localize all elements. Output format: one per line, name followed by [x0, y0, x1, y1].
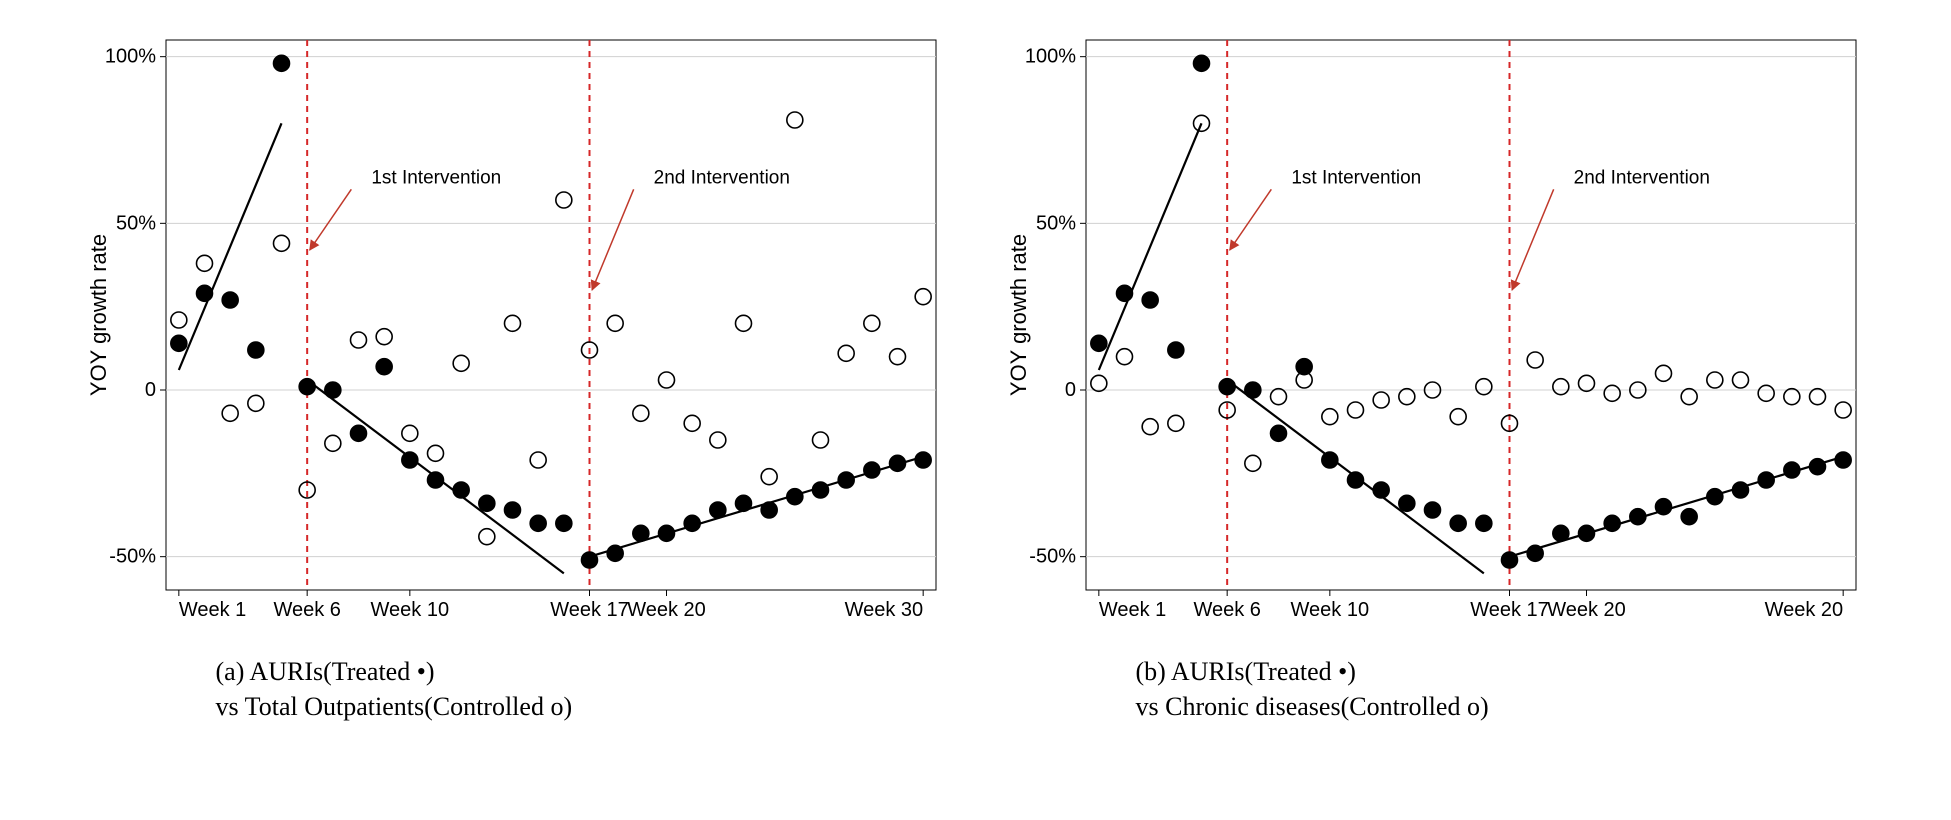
point-treated	[1244, 382, 1260, 398]
point-treated	[1270, 425, 1286, 441]
y-tick-label: 50%	[1035, 212, 1075, 234]
point-treated	[453, 482, 469, 498]
point-treated	[247, 342, 263, 358]
point-treated	[427, 472, 443, 488]
point-treated	[555, 515, 571, 531]
point-treated	[632, 525, 648, 541]
x-tick-label: Week 10	[1290, 599, 1369, 621]
point-treated	[1167, 342, 1183, 358]
panel-caption-a: (a) AURIs(Treated •) vs Total Outpatient…	[216, 654, 573, 724]
x-tick-label: Week 10	[370, 599, 449, 621]
point-treated	[1398, 495, 1414, 511]
y-tick-label: 100%	[1024, 46, 1075, 68]
point-treated	[889, 455, 905, 471]
point-treated	[812, 482, 828, 498]
annotation-label: 1st Intervention	[1291, 167, 1421, 188]
point-treated	[1450, 515, 1466, 531]
x-tick-label: Week 1	[178, 599, 245, 621]
point-treated	[1732, 482, 1748, 498]
point-treated	[1604, 515, 1620, 531]
caption-line2: vs Chronic diseases(Controlled o)	[1136, 689, 1489, 724]
x-tick-label: Week 1	[1098, 599, 1165, 621]
annotation-label: 2nd Intervention	[653, 167, 789, 188]
point-treated	[1783, 462, 1799, 478]
x-tick-label: Week 30	[844, 599, 923, 621]
point-treated	[1373, 482, 1389, 498]
y-tick-label: -50%	[109, 546, 156, 568]
point-treated	[1347, 472, 1363, 488]
point-treated	[1142, 292, 1158, 308]
annotation-label: 2nd Intervention	[1573, 167, 1709, 188]
point-treated	[1475, 515, 1491, 531]
point-treated	[1681, 509, 1697, 525]
point-treated	[838, 472, 854, 488]
point-treated	[1424, 502, 1440, 518]
y-tick-label: 0	[144, 379, 155, 401]
point-treated	[1552, 525, 1568, 541]
point-treated	[915, 452, 931, 468]
point-treated	[1809, 459, 1825, 475]
point-treated	[761, 502, 777, 518]
point-treated	[1527, 545, 1543, 561]
x-tick-label: Week 17	[550, 599, 629, 621]
point-treated	[709, 502, 725, 518]
point-treated	[1629, 509, 1645, 525]
x-tick-label: Week 20	[1547, 599, 1626, 621]
point-treated	[684, 515, 700, 531]
annotation-label: 1st Intervention	[371, 167, 501, 188]
point-treated	[1296, 359, 1312, 375]
point-treated	[1321, 452, 1337, 468]
y-tick-label: 50%	[115, 212, 155, 234]
panel-b: -50% 0 50% 100% YOY growth rate Week 1 Week 6 W…	[996, 20, 1876, 724]
point-treated	[273, 55, 289, 71]
point-treated	[324, 382, 340, 398]
panel-caption-b: (b) AURIs(Treated •) vs Chronic diseases…	[1136, 654, 1489, 724]
point-treated	[1835, 452, 1851, 468]
point-treated	[1501, 552, 1517, 568]
point-treated	[581, 552, 597, 568]
caption-line2: vs Total Outpatients(Controlled o)	[216, 689, 573, 724]
plot-area	[1086, 40, 1856, 590]
y-axis-label: YOY growth rate	[86, 234, 111, 396]
point-treated	[504, 502, 520, 518]
x-tick-label: Week 20	[627, 599, 706, 621]
point-treated	[786, 489, 802, 505]
point-treated	[735, 495, 751, 511]
chart-svg-b: -50% 0 50% 100% YOY growth rate Week 1 Week 6 W…	[996, 20, 1876, 640]
caption-line1: (b) AURIs(Treated •)	[1136, 654, 1489, 689]
point-treated	[863, 462, 879, 478]
x-tick-label: Week 6	[273, 599, 340, 621]
point-treated	[1219, 379, 1235, 395]
chart-svg-a: -50% 0 50% 100% YOY growth rate Week 1 Week 6 W…	[76, 20, 956, 640]
y-axis-label: YOY growth rate	[1006, 234, 1031, 396]
point-treated	[1116, 285, 1132, 301]
point-treated	[1090, 335, 1106, 351]
panel-a: -50% 0 50% 100% YOY growth rate Week 1 Week 6 W…	[76, 20, 956, 724]
point-treated	[222, 292, 238, 308]
y-tick-label: -50%	[1029, 546, 1076, 568]
point-treated	[658, 525, 674, 541]
x-tick-label: Week 6	[1193, 599, 1260, 621]
point-treated	[1578, 525, 1594, 541]
y-tick-label: 100%	[104, 46, 155, 68]
point-treated	[530, 515, 546, 531]
point-treated	[607, 545, 623, 561]
point-treated	[376, 359, 392, 375]
point-treated	[299, 379, 315, 395]
point-treated	[478, 495, 494, 511]
point-treated	[401, 452, 417, 468]
point-treated	[1193, 55, 1209, 71]
y-tick-label: 0	[1064, 379, 1075, 401]
point-treated	[196, 285, 212, 301]
point-treated	[170, 335, 186, 351]
x-tick-label: Week 17	[1470, 599, 1549, 621]
plot-area	[166, 40, 936, 590]
point-treated	[1655, 499, 1671, 515]
caption-line1: (a) AURIs(Treated •)	[216, 654, 573, 689]
chart-panels: -50% 0 50% 100% YOY growth rate Week 1 Week 6 W…	[20, 20, 1931, 724]
point-treated	[350, 425, 366, 441]
x-tick-label: Week 20	[1764, 599, 1843, 621]
point-treated	[1706, 489, 1722, 505]
point-treated	[1758, 472, 1774, 488]
